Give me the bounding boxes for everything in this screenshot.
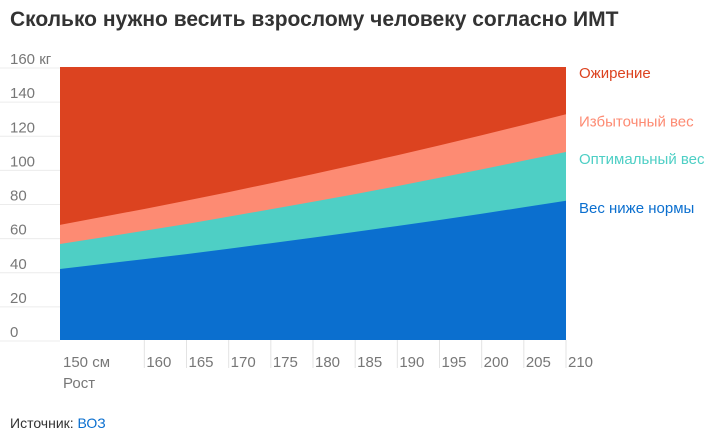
legend: Вес ниже нормы Оптимальный вес Избыточный …: [579, 65, 705, 217]
x-tick-label: 200: [484, 354, 509, 371]
legend-избыточный-вес: Избыточный вес: [579, 113, 694, 130]
area-вес-ниже-нормы: [60, 200, 566, 340]
legend-ожирение: Ожирение: [579, 65, 651, 82]
legend-оптимальный-вес: Оптимальный вес: [579, 151, 705, 168]
y-tick-label: 160 кг: [10, 51, 52, 68]
source-link[interactable]: ВОЗ: [77, 415, 106, 431]
y-tick-label: 80: [10, 188, 27, 205]
x-tick-label: 150 см: [63, 354, 110, 371]
y-tick-label: 60: [10, 222, 27, 239]
x-tick-label: 190: [399, 354, 424, 371]
source-label: Источник:: [10, 415, 74, 431]
y-tick-label: 100: [10, 153, 35, 170]
y-axis: 160 кг 140 120 100 80 60 40 20 0: [10, 51, 52, 341]
x-tick-label: 170: [231, 354, 256, 371]
x-axis: 150 см 160 165 170 175 180 185 190 195 200 205 210 Р…: [63, 354, 593, 392]
x-tick-label: 175: [273, 354, 298, 371]
y-tick-label: 140: [10, 85, 35, 102]
x-tick-label: 180: [315, 354, 340, 371]
y-tick-label: 40: [10, 256, 27, 273]
x-tick-label: 165: [189, 354, 214, 371]
x-tick-label: 185: [357, 354, 382, 371]
x-tick-label: 195: [442, 354, 467, 371]
x-tick-label: 160: [146, 354, 171, 371]
y-tick-label: 0: [10, 324, 18, 341]
grid: [0, 67, 567, 368]
x-tick-label: 210: [568, 354, 593, 371]
legend-вес-ниже-нормы: Вес ниже нормы: [579, 200, 694, 217]
chart-title: Сколько нужно весить взрослому человеку …: [10, 8, 619, 31]
y-tick-label: 120: [10, 119, 35, 136]
x-tick-label: 205: [526, 354, 551, 371]
x-axis-label: Рост: [63, 375, 95, 392]
areas: [60, 67, 566, 340]
source-note: Источник: ВОЗ: [10, 415, 106, 431]
y-tick-label: 20: [10, 290, 27, 307]
